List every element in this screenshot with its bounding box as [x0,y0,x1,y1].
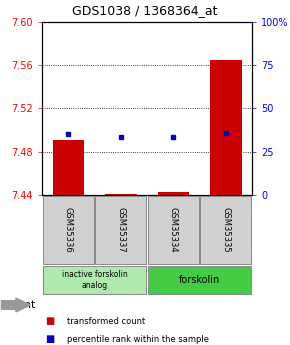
Text: ■: ■ [45,334,54,344]
Text: forskolin: forskolin [179,275,220,285]
Text: GSM35336: GSM35336 [64,207,73,253]
Text: transformed count: transformed count [67,317,145,326]
Bar [157,192,189,195]
Bar [105,194,137,195]
Text: GSM35335: GSM35335 [221,207,230,253]
Text: GSM35334: GSM35334 [169,207,178,253]
Text: GDS1038 / 1368364_at: GDS1038 / 1368364_at [72,4,218,18]
Text: GSM35337: GSM35337 [116,207,125,253]
Text: inactive forskolin
analog: inactive forskolin analog [61,270,127,290]
Text: agent: agent [3,300,35,310]
Text: percentile rank within the sample: percentile rank within the sample [67,335,209,344]
Bar [210,60,242,195]
Text: ■: ■ [45,316,54,326]
Bar [52,140,84,195]
